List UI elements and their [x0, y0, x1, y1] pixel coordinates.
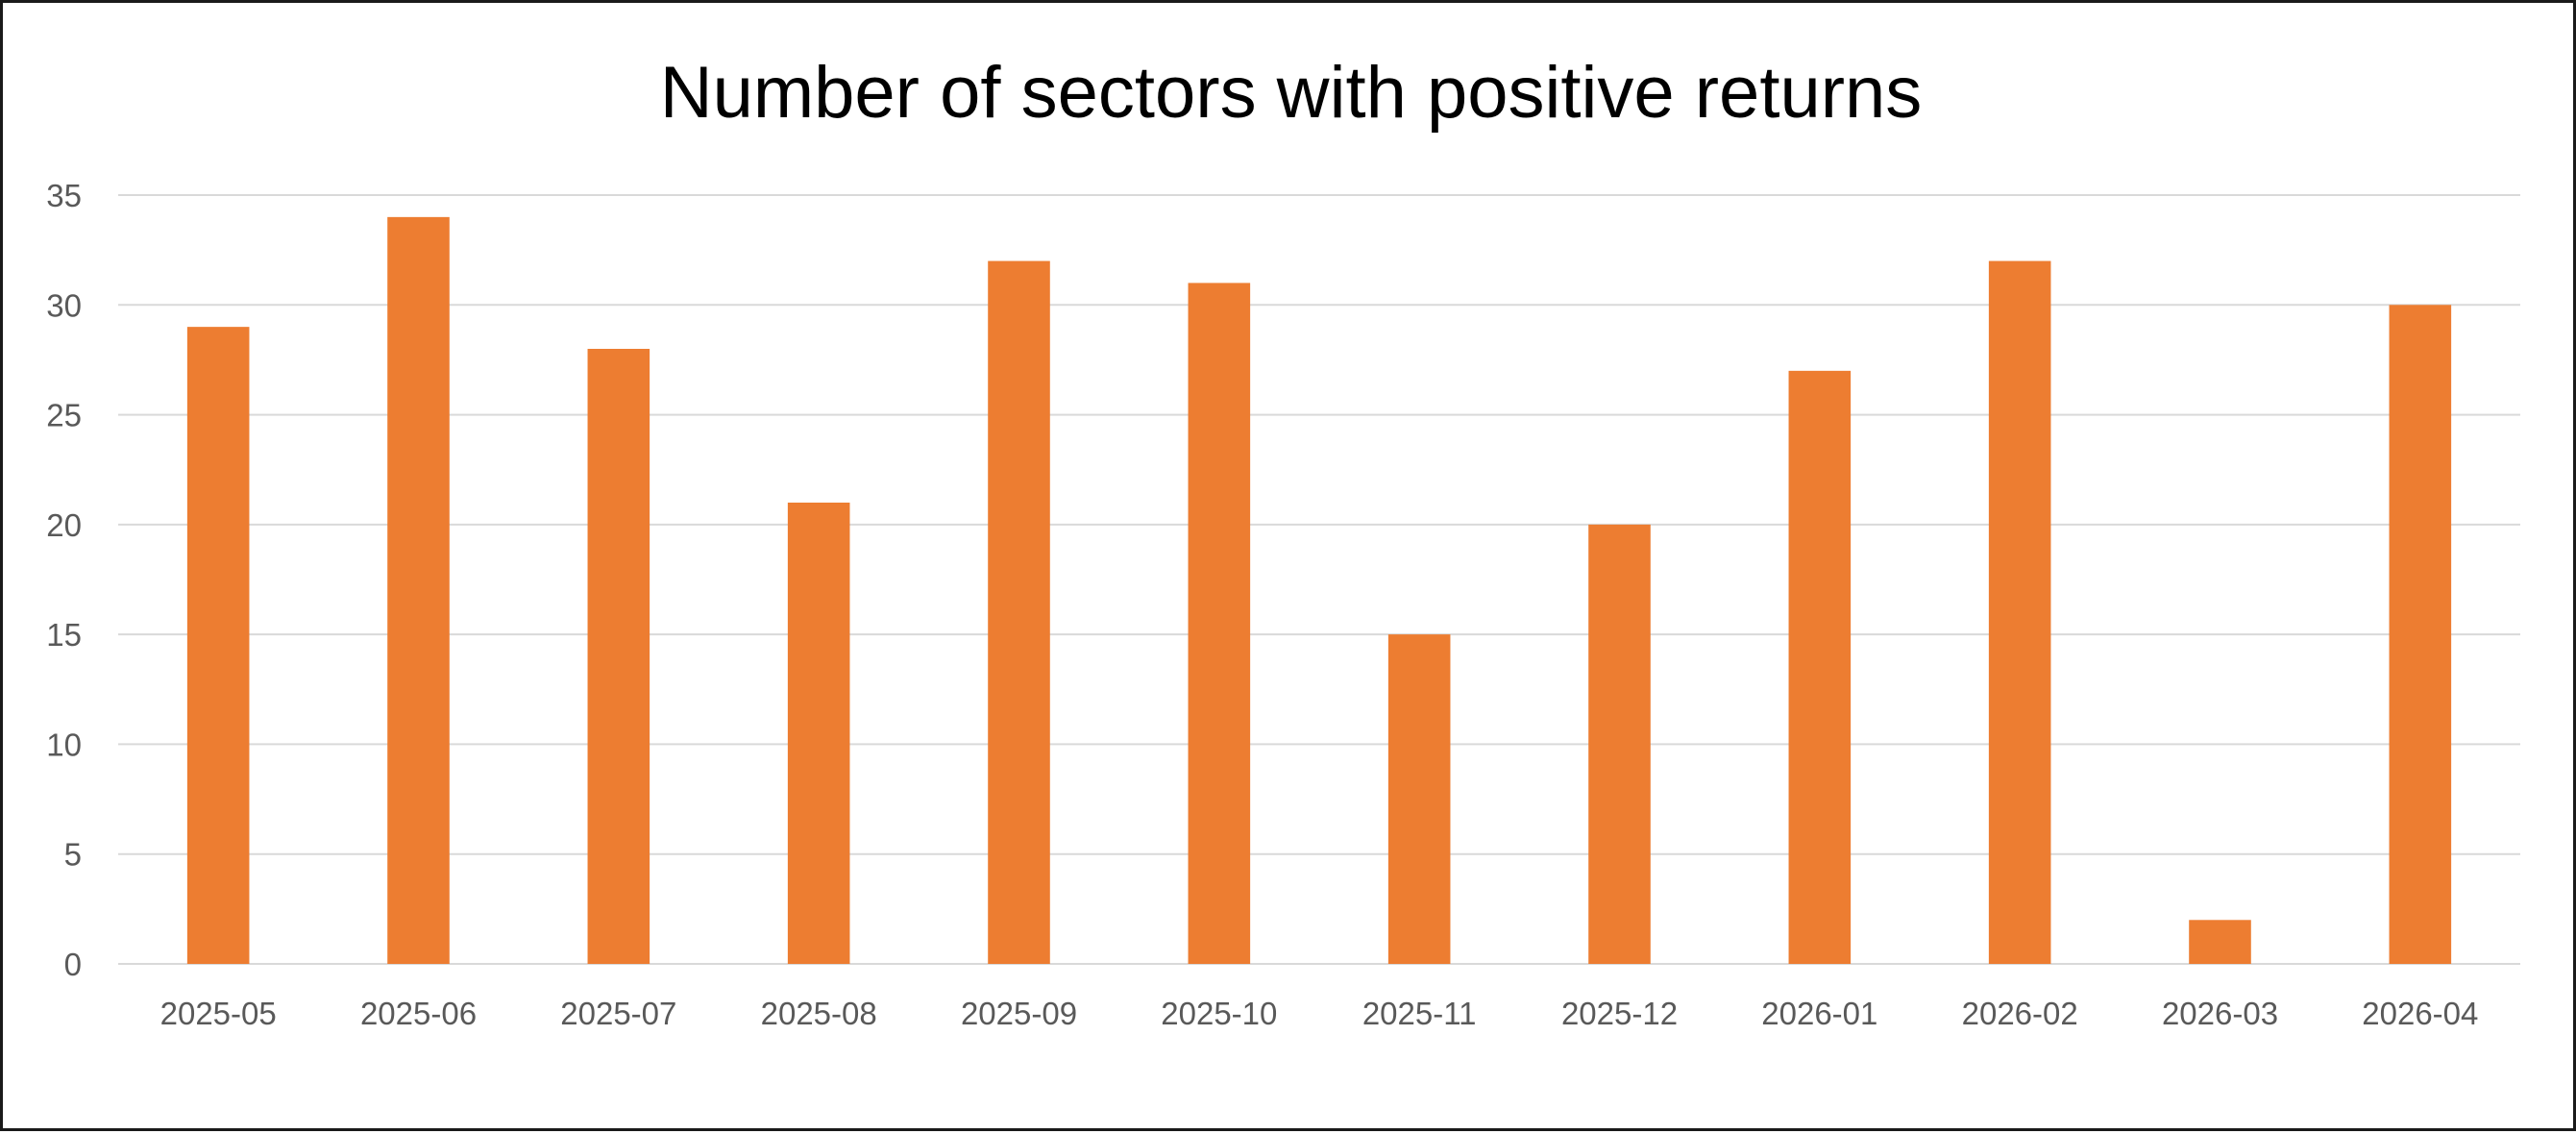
x-tick-label: 2025-12 [1561, 996, 1678, 1031]
y-axis-ticks: 0 5 10 15 20 25 30 35 [46, 178, 82, 982]
y-tick-label: 0 [64, 947, 82, 982]
x-tick-label: 2025-10 [1161, 996, 1277, 1031]
x-tick-label: 2026-01 [1761, 996, 1877, 1031]
gridlines [118, 194, 2520, 965]
x-tick-label: 2026-03 [2162, 996, 2278, 1031]
bar-2025-05 [186, 327, 250, 965]
bar-2025-11 [1387, 634, 1451, 964]
bar-2025-08 [787, 503, 850, 964]
bar-2026-02 [1988, 260, 2051, 965]
y-tick-label: 30 [46, 287, 82, 323]
bars [186, 216, 2452, 965]
bar-2025-10 [1188, 283, 1251, 964]
x-tick-label: 2025-06 [360, 996, 477, 1031]
y-tick-label: 25 [46, 398, 82, 433]
y-tick-label: 20 [46, 507, 82, 543]
x-tick-label: 2025-11 [1362, 996, 1477, 1031]
bar-2026-01 [1788, 370, 1852, 964]
bar-2026-04 [2389, 305, 2452, 964]
bar-2025-06 [387, 216, 450, 964]
x-tick-label: 2025-07 [560, 996, 676, 1031]
x-tick-label: 2026-02 [1962, 996, 2078, 1031]
x-tick-label: 2026-04 [2362, 996, 2478, 1031]
y-tick-label: 35 [46, 178, 82, 213]
bar-2026-03 [2189, 920, 2251, 964]
x-axis-ticks: 2025-05 2025-06 2025-07 2025-08 2025-09 2025-… [160, 996, 2479, 1031]
x-tick-label: 2025-05 [160, 996, 277, 1031]
y-tick-label: 10 [46, 727, 82, 762]
chart-title: Number of sectors with positive returns [659, 52, 1923, 134]
y-tick-label: 15 [46, 617, 82, 653]
x-tick-label: 2025-09 [961, 996, 1077, 1031]
bar-2025-09 [988, 260, 1050, 965]
bar-2025-07 [587, 349, 650, 964]
bar-2025-12 [1588, 524, 1651, 964]
y-tick-label: 5 [64, 837, 82, 873]
x-tick-label: 2025-08 [761, 996, 877, 1031]
